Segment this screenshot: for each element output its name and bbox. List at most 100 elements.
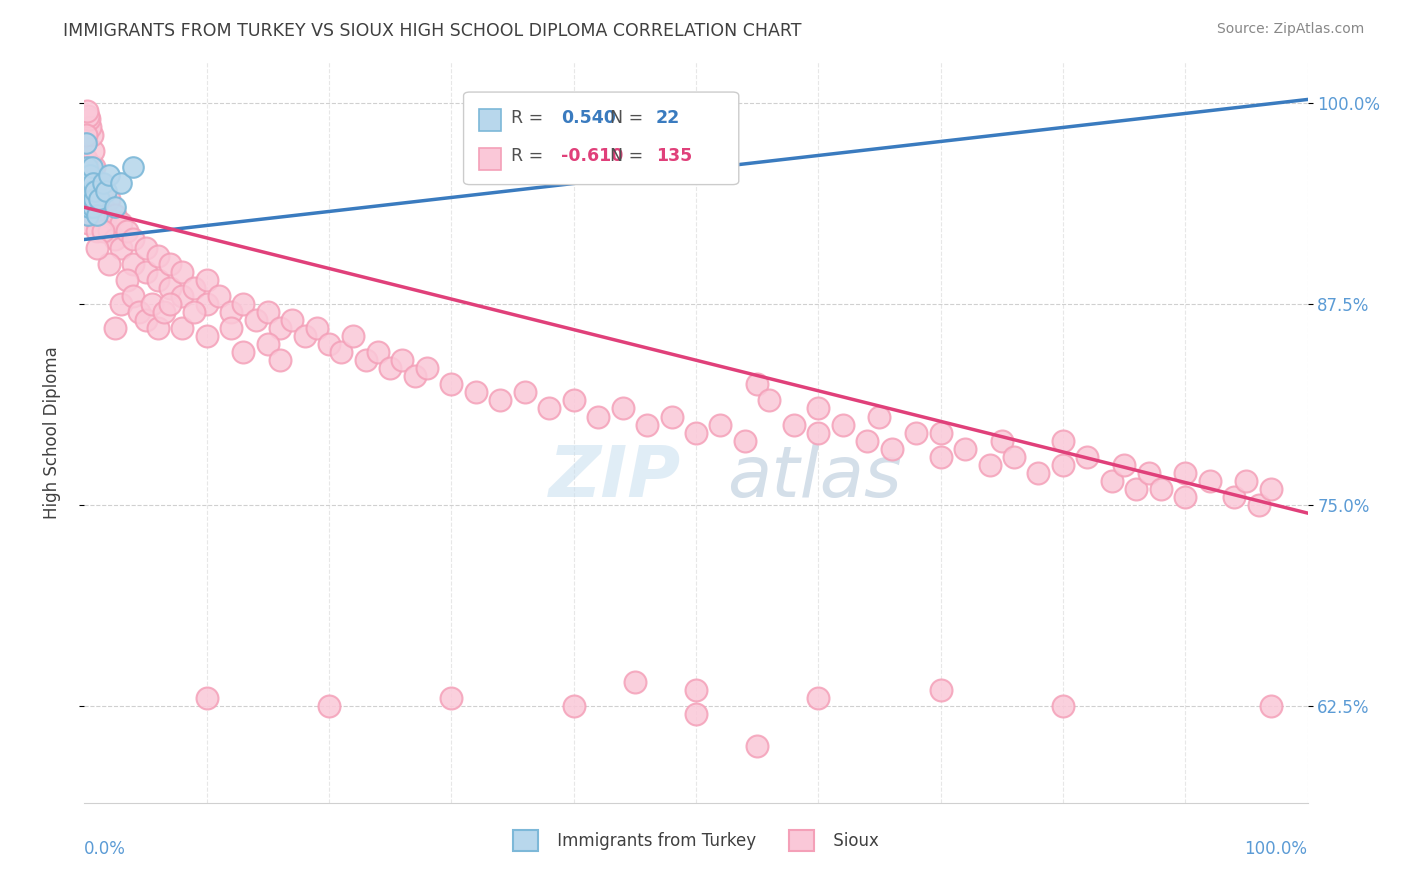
Point — [77, 176, 100, 190]
Point — [76, 103, 98, 118]
Point — [380, 361, 402, 376]
Point — [172, 321, 194, 335]
Point — [104, 208, 127, 222]
Point — [367, 345, 389, 359]
Point — [979, 458, 1001, 472]
Point — [685, 425, 707, 440]
Point — [929, 683, 952, 698]
Point — [281, 313, 304, 327]
Point — [75, 192, 97, 206]
Point — [318, 337, 340, 351]
Point — [661, 409, 683, 424]
Point — [135, 240, 157, 254]
Point — [80, 176, 103, 190]
Point — [82, 168, 104, 182]
Point — [115, 273, 138, 287]
Point — [330, 345, 353, 359]
Point — [1076, 450, 1098, 464]
Point — [141, 297, 163, 311]
Point — [1101, 474, 1123, 488]
Text: 135: 135 — [655, 147, 692, 165]
Point — [831, 417, 853, 432]
Point — [75, 128, 97, 142]
Point — [929, 425, 952, 440]
Point — [135, 313, 157, 327]
Point — [86, 208, 108, 222]
Point — [513, 385, 536, 400]
Point — [1174, 490, 1197, 504]
Point — [77, 109, 100, 123]
Point — [110, 240, 132, 254]
Point — [87, 192, 110, 206]
Point — [83, 184, 105, 198]
Point — [110, 297, 132, 311]
Point — [76, 200, 98, 214]
Point — [79, 168, 101, 182]
Point — [122, 160, 145, 174]
Point — [75, 136, 97, 150]
Text: -0.610: -0.610 — [561, 147, 624, 165]
Point — [464, 385, 486, 400]
Point — [685, 683, 707, 698]
Point — [294, 329, 316, 343]
Point — [87, 192, 110, 206]
Point — [1150, 482, 1173, 496]
Point — [1137, 466, 1160, 480]
Point — [135, 265, 157, 279]
Point — [83, 192, 105, 206]
Point — [232, 297, 254, 311]
Point — [77, 192, 100, 206]
Point — [97, 224, 120, 238]
FancyBboxPatch shape — [479, 147, 502, 169]
Point — [183, 281, 205, 295]
Point — [624, 675, 647, 690]
Point — [128, 305, 150, 319]
Point — [709, 417, 731, 432]
Point — [91, 184, 114, 198]
Y-axis label: High School Diploma: High School Diploma — [42, 346, 60, 519]
Point — [80, 128, 103, 142]
Point — [110, 216, 132, 230]
Point — [183, 305, 205, 319]
Point — [318, 699, 340, 714]
Text: R =: R = — [512, 109, 548, 127]
Point — [538, 401, 561, 416]
Point — [440, 377, 463, 392]
Point — [734, 434, 756, 448]
Point — [77, 216, 100, 230]
Point — [80, 184, 103, 198]
Point — [97, 257, 120, 271]
Point — [146, 249, 169, 263]
Point — [91, 200, 114, 214]
Point — [1052, 434, 1074, 448]
Point — [404, 369, 426, 384]
Point — [76, 160, 98, 174]
Point — [80, 160, 103, 174]
Legend:  Immigrants from Turkey,  Sioux: Immigrants from Turkey, Sioux — [506, 823, 886, 857]
Point — [84, 192, 107, 206]
Point — [79, 208, 101, 222]
Point — [269, 353, 291, 368]
Text: Source: ZipAtlas.com: Source: ZipAtlas.com — [1216, 22, 1364, 37]
Point — [807, 401, 830, 416]
Point — [77, 200, 100, 214]
Point — [82, 176, 104, 190]
Point — [159, 297, 181, 311]
Point — [195, 297, 218, 311]
Point — [257, 337, 280, 351]
Point — [86, 224, 108, 238]
Point — [96, 208, 118, 222]
Text: atlas: atlas — [727, 442, 901, 511]
Point — [91, 224, 114, 238]
Point — [77, 168, 100, 182]
Point — [115, 224, 138, 238]
Point — [91, 176, 114, 190]
Point — [97, 168, 120, 182]
Point — [747, 377, 769, 392]
Text: 0.540: 0.540 — [561, 109, 616, 127]
Text: IMMIGRANTS FROM TURKEY VS SIOUX HIGH SCHOOL DIPLOMA CORRELATION CHART: IMMIGRANTS FROM TURKEY VS SIOUX HIGH SCH… — [63, 22, 801, 40]
Point — [146, 273, 169, 287]
Point — [159, 257, 181, 271]
Point — [80, 192, 103, 206]
Point — [219, 305, 242, 319]
